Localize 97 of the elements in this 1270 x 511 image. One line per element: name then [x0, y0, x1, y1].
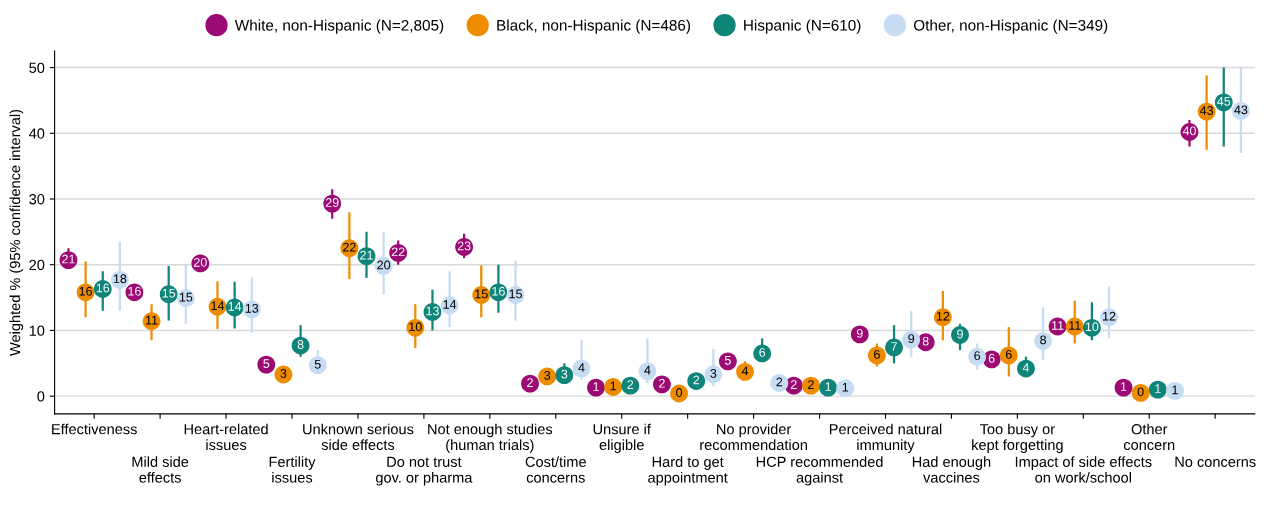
data-label: 21: [360, 250, 373, 260]
data-label: 16: [79, 286, 93, 296]
data-label: 3: [710, 368, 717, 378]
data-label: 4: [644, 365, 651, 375]
data-label: 22: [391, 247, 405, 257]
data-label: 1: [610, 381, 617, 391]
data-label: 9: [856, 328, 863, 338]
x-tick-label: Unknown serious side effects: [303, 423, 414, 451]
data-label: 10: [409, 322, 422, 332]
data-label: 8: [297, 340, 304, 349]
x-tick-label: Effectiveness: [52, 423, 137, 435]
x-tick-label: Not enough studies (human trials): [428, 423, 553, 453]
data-label: 9: [957, 329, 963, 339]
x-tick-label: Impact of side effects on work/school: [1015, 456, 1152, 483]
data-label: 12: [936, 311, 950, 321]
data-label: 8: [1040, 335, 1047, 345]
data-label: 6: [974, 351, 981, 361]
data-label: 16: [492, 286, 505, 296]
data-label: 1: [1155, 384, 1161, 393]
data-label: 11: [1052, 321, 1064, 330]
data-label: 2: [776, 377, 783, 387]
data-label: 20: [377, 260, 391, 270]
data-label: 14: [443, 300, 457, 309]
data-label: 29: [325, 198, 339, 207]
data-label: 14: [211, 301, 225, 311]
data-label: 6: [988, 353, 995, 363]
data-label: 15: [162, 288, 176, 298]
data-label: 11: [1069, 321, 1081, 330]
data-label: 20: [194, 257, 207, 267]
x-tick-label: No concerns: [1175, 456, 1256, 467]
data-label: 13: [245, 303, 259, 313]
data-label: 2: [790, 380, 797, 389]
x-tick-label: Mild side effects: [132, 456, 189, 483]
data-label: 18: [113, 274, 127, 284]
x-tick-label: Had enough vaccines: [912, 456, 991, 483]
data-label: 0: [1137, 387, 1144, 397]
data-label: 3: [544, 370, 551, 380]
x-tick-label: Cost/time concerns: [525, 456, 586, 483]
x-tick-label: Do not trust gov. or pharma: [376, 456, 473, 486]
data-label: 16: [128, 286, 141, 296]
y-tick-label: 40: [29, 128, 45, 139]
data-label: 6: [759, 347, 766, 357]
data-label: 5: [314, 359, 321, 369]
data-label: 3: [280, 368, 287, 378]
data-label: 2: [659, 378, 665, 388]
data-label: 43: [1199, 106, 1214, 115]
data-label: 15: [179, 292, 193, 302]
data-label: 7: [891, 342, 897, 351]
y-tick-label: 20: [29, 259, 45, 271]
x-tick-label: Unsure if eligible: [593, 423, 651, 453]
x-tick-label: No provider recommendation: [700, 423, 807, 451]
data-label: 40: [1182, 126, 1196, 136]
y-axis-title: Weighted % (95% confidence interval): [9, 109, 24, 356]
y-tick-label: 10: [29, 325, 45, 336]
data-label: 13: [426, 306, 439, 316]
legend-label: Other, non-Hispanic (N=349): [914, 19, 1108, 34]
data-label: 14: [228, 302, 242, 311]
data-label: 45: [1217, 97, 1231, 106]
data-label: 2: [627, 380, 634, 389]
data-label: 1: [825, 382, 831, 391]
data-label: 16: [96, 283, 110, 293]
x-tick-label: Heart-related issues: [184, 423, 268, 451]
legend-label: Black, non-Hispanic (N=486): [497, 19, 690, 34]
x-tick-label: Other concern: [1123, 423, 1175, 451]
x-tick-label: HCP recommended against: [756, 456, 883, 486]
x-tick-label: Hard to get appointment: [648, 456, 728, 486]
data-label: 0: [676, 388, 683, 397]
data-label: 6: [874, 349, 880, 359]
data-label: 12: [1103, 311, 1116, 321]
data-label: 1: [1121, 382, 1127, 391]
x-tick-label: Fertility issues: [269, 456, 316, 483]
data-label: 6: [1005, 349, 1012, 359]
data-label: 1: [1172, 385, 1178, 395]
data-label: 9: [908, 334, 915, 343]
y-tick-label: 0: [37, 391, 45, 402]
data-label: 43: [1234, 105, 1248, 115]
legend-label: Hispanic (N=610): [744, 19, 861, 34]
data-label: 2: [693, 375, 700, 385]
y-tick-label: 30: [29, 194, 45, 205]
data-label: 11: [146, 315, 158, 325]
data-label: 15: [475, 289, 488, 299]
data-label: 4: [578, 363, 585, 372]
data-label: 5: [724, 355, 731, 365]
x-tick-label: Too busy or kept forgetting: [972, 423, 1063, 453]
data-label: 1: [593, 382, 599, 391]
data-label: 8: [922, 336, 929, 346]
data-label: 2: [527, 378, 533, 387]
legend-label: White, non-Hispanic (N=2,805): [234, 19, 444, 34]
data-label: 23: [457, 241, 471, 251]
data-label: 2: [808, 380, 814, 389]
data-label: 22: [343, 242, 356, 252]
data-label: 5: [263, 359, 270, 368]
data-label: 1: [842, 382, 849, 392]
y-tick-label: 50: [29, 62, 45, 73]
data-label: 15: [509, 289, 522, 299]
x-tick-label: Perceived natural immunity: [829, 423, 942, 453]
data-label: 10: [1085, 322, 1099, 332]
